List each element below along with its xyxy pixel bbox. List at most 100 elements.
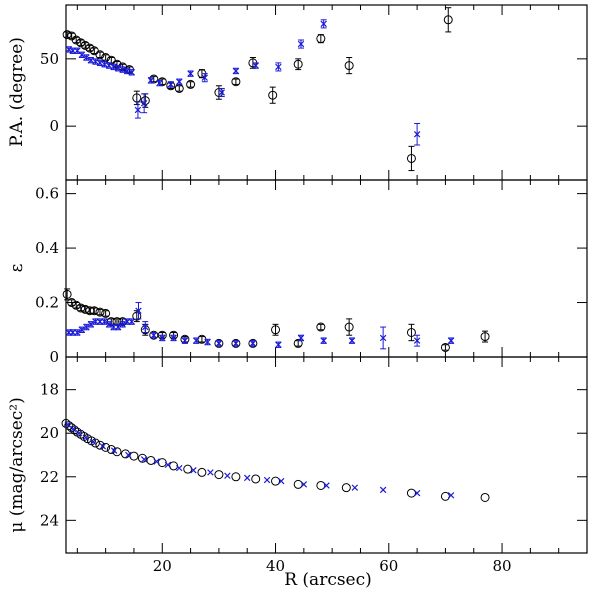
data-point-cross: [74, 329, 81, 336]
data-point-circle: [61, 418, 71, 428]
data-point-circle: [440, 491, 450, 501]
data-point-cross: [128, 318, 135, 325]
data-point-circle: [62, 30, 72, 40]
y-tick-label: 22: [40, 468, 59, 486]
data-point-cross: [204, 338, 211, 346]
y-axis-label-eps: ε: [7, 263, 27, 272]
data-point-circle: [101, 308, 111, 318]
data-point-cross: [277, 477, 285, 485]
data-point-circle: [293, 59, 303, 69]
data-point-circle: [76, 303, 86, 313]
data-point-cross: [348, 337, 356, 344]
data-point-cross: [119, 321, 126, 328]
data-point-cross: [114, 323, 122, 331]
data-point-cross: [176, 464, 183, 472]
x-axis-label: R (arcsec): [284, 570, 372, 590]
data-point-cross: [135, 307, 142, 314]
x-tick-label: 40: [266, 557, 285, 575]
series-circles: [61, 418, 490, 502]
data-point-cross: [275, 63, 282, 71]
data-point-circle: [231, 77, 241, 87]
data-point-cross: [101, 318, 108, 325]
data-point-circle: [231, 338, 241, 348]
data-point-cross: [379, 334, 387, 342]
data-point-cross: [447, 337, 455, 344]
y-tick-label: 0: [49, 348, 59, 366]
y-tick-label: 20: [40, 424, 59, 442]
data-point-circle: [62, 289, 72, 299]
data-point-cross: [300, 481, 308, 488]
y-tick-label: 24: [40, 511, 59, 529]
data-point-circle: [344, 61, 354, 71]
data-point-circle: [248, 338, 258, 348]
data-point-circle: [316, 34, 326, 44]
data-point-cross: [83, 323, 90, 331]
data-point-cross: [176, 78, 183, 85]
data-point-circle: [214, 338, 224, 348]
plot-frame: [65, 356, 588, 554]
y-axis-label-pa: P.A. (degree): [7, 37, 27, 147]
data-point-circle: [95, 307, 105, 317]
data-point-cross: [123, 67, 131, 75]
y-tick-label: 0.6: [35, 185, 59, 203]
data-point-circle: [137, 453, 147, 463]
data-point-cross: [263, 476, 271, 484]
data-point-cross: [101, 61, 108, 68]
data-point-circle: [406, 488, 416, 498]
y-axis-label-mu: μ (mag/arcsec²): [7, 397, 27, 533]
x-tick-label: 20: [153, 557, 172, 575]
data-point-cross: [82, 434, 90, 441]
data-point-circle: [186, 79, 196, 89]
data-point-circle: [268, 90, 278, 100]
data-point-cross: [114, 65, 122, 72]
y-tick-label: 0.4: [35, 239, 59, 257]
data-point-cross: [70, 425, 77, 433]
data-point-circle: [64, 421, 74, 431]
y-tick-label: 0: [49, 117, 59, 135]
data-point-cross: [181, 337, 189, 344]
x-tick-label: 60: [379, 557, 398, 575]
data-point-cross: [320, 337, 327, 344]
data-point-cross: [119, 66, 126, 73]
data-point-cross: [159, 334, 166, 342]
data-point-cross: [413, 489, 421, 497]
data-point-cross: [413, 131, 421, 138]
series-circles: [62, 7, 453, 172]
data-point-cross: [447, 492, 455, 499]
data-point-circle: [271, 476, 281, 486]
data-point-circle: [67, 423, 77, 433]
data-point-cross: [232, 340, 240, 347]
data-point-cross: [134, 106, 142, 114]
data-point-cross: [379, 486, 387, 494]
data-point-cross: [252, 62, 259, 69]
data-point-cross: [167, 81, 174, 88]
data-point-cross: [128, 69, 135, 76]
data-point-circle: [293, 479, 303, 489]
data-point-circle: [214, 470, 224, 480]
data-point-cross: [190, 467, 197, 474]
x-axis: 20 40 60 80: [153, 557, 512, 575]
data-point-circle: [85, 306, 95, 316]
panel-surface-brightness: 18 20 22 24: [40, 356, 588, 554]
data-point-cross: [142, 323, 149, 331]
series-crosses: [65, 302, 455, 350]
data-point-circle: [443, 15, 453, 25]
data-point-cross: [413, 337, 421, 344]
data-point-circle: [341, 483, 351, 493]
data-point-cross: [320, 20, 327, 28]
data-point-cross: [110, 447, 118, 454]
data-point-cross: [351, 484, 359, 491]
data-point-cross: [64, 421, 71, 428]
y-tick-label: 50: [40, 50, 59, 68]
data-point-cross: [78, 51, 86, 59]
y-tick-label: 18: [40, 381, 59, 399]
data-point-cross: [243, 474, 251, 482]
data-point-cross: [140, 100, 148, 107]
plot-frame: [65, 179, 588, 358]
data-point-cross: [207, 469, 214, 476]
data-point-circle: [480, 492, 490, 502]
data-point-cross: [99, 443, 107, 450]
data-point-cross: [125, 451, 132, 459]
data-point-cross: [147, 77, 155, 84]
